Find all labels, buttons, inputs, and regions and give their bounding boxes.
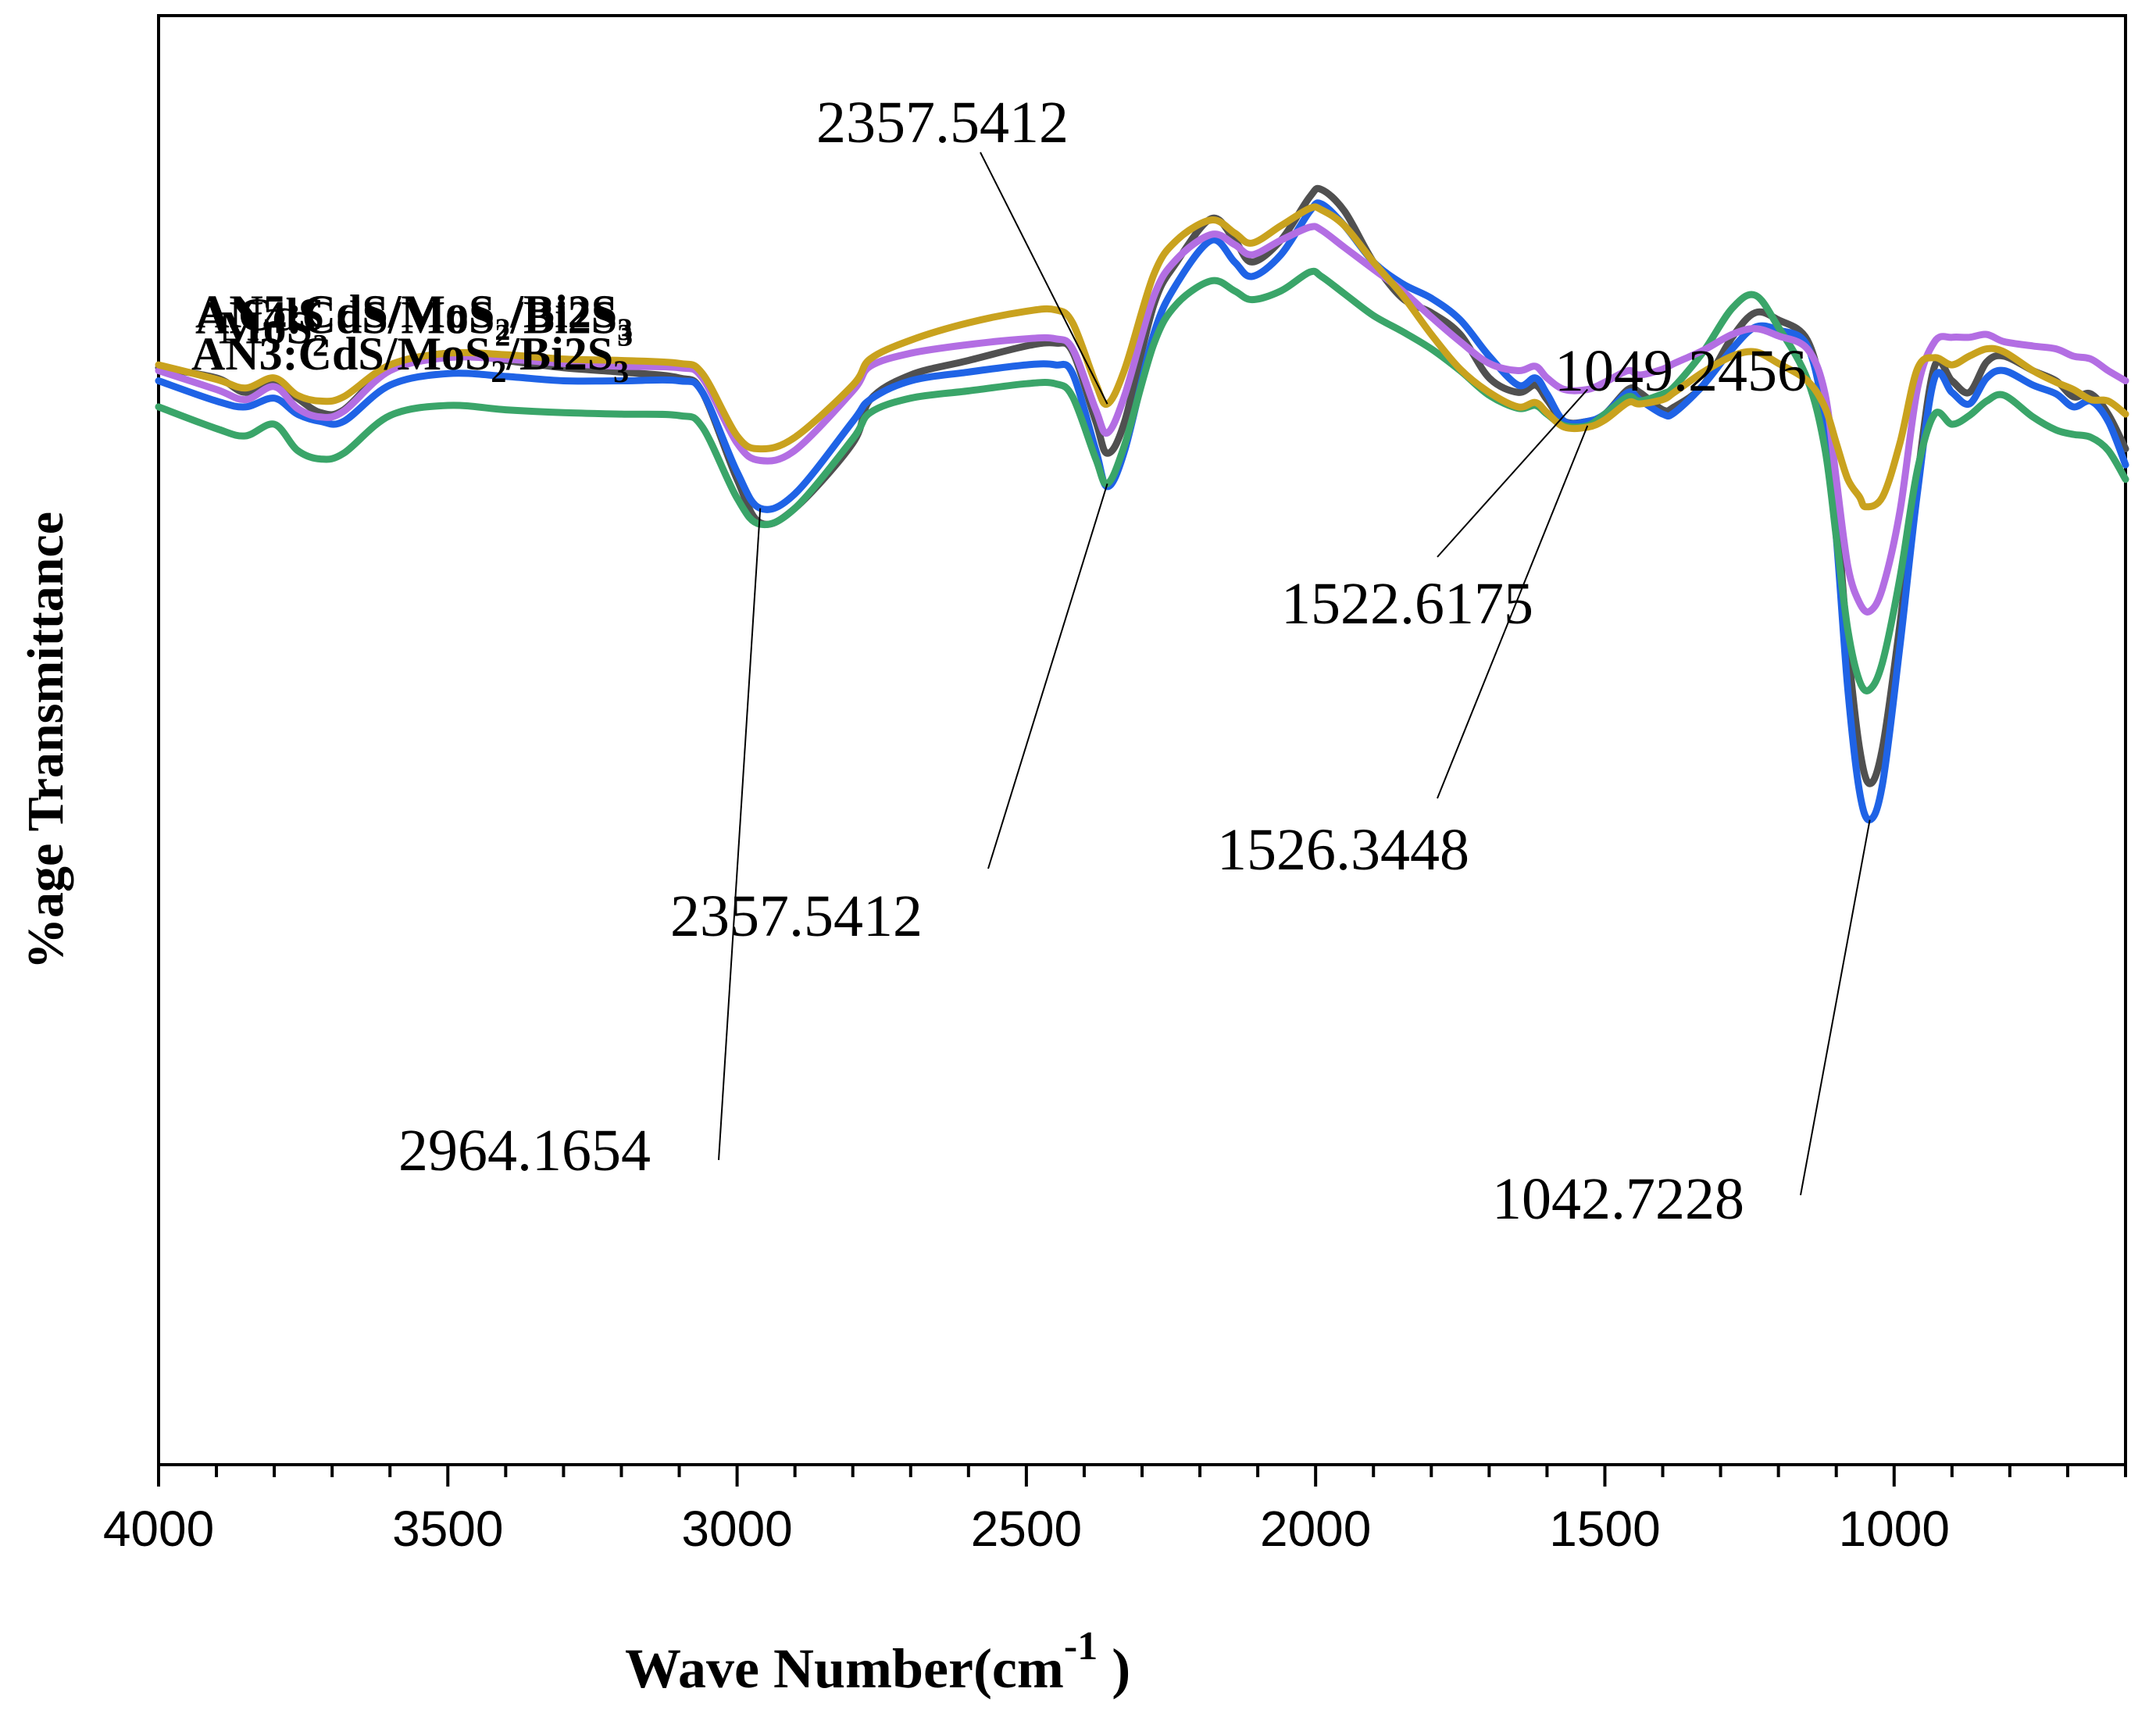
series-label: MoS2 [219, 302, 328, 362]
series-label-main: AN4:CdS/MoS [195, 291, 494, 343]
series-label: AN3:CdS/MoS2/Bi2S3 [191, 328, 629, 389]
series-label-subscript: 3 [617, 312, 633, 347]
series-label-main: AN3:CdS/MoS [191, 328, 491, 380]
x-axis-ticks: 4000 3500 3000 2500 2000 1500 1000 [103, 1465, 2127, 1557]
peak-annotation: 1049.2456 [1555, 338, 1807, 404]
series-label: CdS [238, 289, 324, 341]
x-tick-label: 4000 [103, 1501, 214, 1557]
peak-annotation: 2357.5412 [816, 90, 1069, 155]
x-tick-label: 1000 [1839, 1501, 1950, 1557]
annotation-leader-line [1437, 425, 1589, 799]
peak-annotation: 1042.7228 [1492, 1166, 1744, 1232]
x-axis-title: Wave Number(cm-1) [625, 1624, 1130, 1700]
series-labels: CdSMoS2AN3:CdS/MoS2/Bi2S3AN4:CdS/MoS2/Bi… [191, 286, 633, 389]
x-axis-title-end: ) [1112, 1637, 1130, 1700]
peak-annotations: 2357.5412 1049.2456 1522.6175 2357.5412 1526… [398, 90, 1871, 1232]
series-label: AN5:CdS/MoS2/Bi2S3 [195, 286, 633, 347]
series-label-part: /Bi2S [509, 291, 617, 343]
x-tick-label: 1500 [1549, 1501, 1660, 1557]
series-label: AN4:CdS/MoS2/Bi2S3 [195, 291, 633, 352]
x-axis-title-sup: -1 [1064, 1624, 1098, 1669]
annotation-leader-line [980, 152, 1108, 405]
series-label-part: /Bi2S [505, 328, 613, 380]
x-axis-title-main: Wave Number(cm [625, 1637, 1064, 1700]
series-label-subscript: 2 [312, 327, 328, 362]
x-tick-label: 2000 [1260, 1501, 1371, 1557]
peak-annotation: 2357.5412 [670, 883, 923, 949]
series-label-main: CdS [238, 289, 324, 341]
annotation-leader-line [1800, 819, 1871, 1196]
series-label-part: /Bi2S [509, 286, 617, 337]
series-line-an3-cds-mos2-bi2s3 [155, 267, 2129, 694]
peak-annotation: 1526.3448 [1217, 817, 1469, 883]
series-label-main: MoS [219, 302, 312, 353]
plot-frame [157, 14, 2127, 1466]
series-label-subscript: 3 [617, 317, 633, 352]
series-label-subscript: 2 [494, 312, 510, 347]
series-label-main: AN5:CdS/MoS [195, 286, 494, 337]
x-tick-label: 3000 [681, 1501, 792, 1557]
peak-annotation: 2964.1654 [398, 1118, 651, 1183]
series-line-mos2 [155, 199, 2129, 824]
annotation-leader-line [987, 483, 1108, 869]
y-axis-title: %age Transmittance [17, 512, 74, 969]
series-lines [155, 184, 2129, 824]
peak-annotation: 1522.6175 [1281, 571, 1533, 637]
x-tick-label: 3500 [392, 1501, 503, 1557]
series-label-subscript: 2 [494, 317, 510, 352]
series-label-subscript: 3 [613, 354, 629, 389]
series-line-an5-cds-mos2-bi2s3 [155, 203, 2129, 511]
annotation-leader-line [718, 508, 762, 1161]
series-label-subscript: 2 [491, 354, 506, 389]
x-tick-label: 2500 [971, 1501, 1082, 1557]
annotation-leader-line [1437, 388, 1588, 558]
